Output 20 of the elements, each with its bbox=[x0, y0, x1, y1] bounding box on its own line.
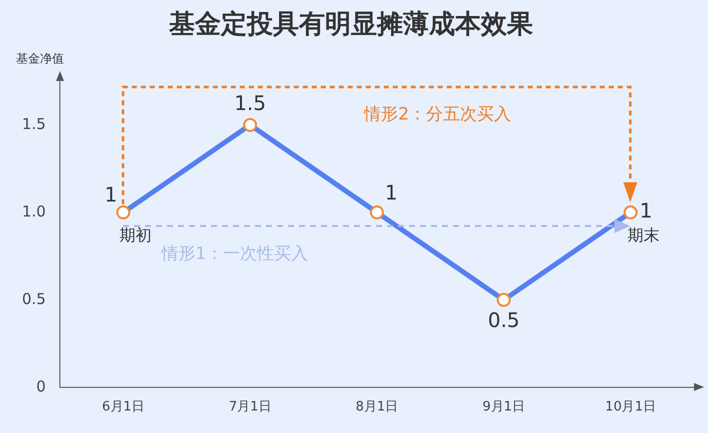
annotation: 期初 bbox=[119, 226, 152, 245]
data-label: 0.5 bbox=[488, 308, 520, 332]
y-tick-label: 1.0 bbox=[22, 202, 46, 220]
x-tick-label: 8月1日 bbox=[356, 400, 398, 415]
data-label: 1 bbox=[640, 198, 652, 223]
data-label: 1 bbox=[384, 180, 398, 205]
x-tick-label: 10月1日 bbox=[605, 400, 656, 415]
annotation: 情形1：一次性买入 bbox=[160, 244, 308, 264]
x-tick-label: 6月1日 bbox=[102, 400, 145, 415]
x-tick-label: 7月1日 bbox=[228, 400, 272, 415]
y-axis-title: 基金净值 bbox=[16, 51, 64, 66]
annotation: 期末 bbox=[628, 226, 660, 245]
chart-title: 基金定投具有明显摊薄成本效果 bbox=[168, 9, 533, 40]
x-tick-label: 9月1日 bbox=[482, 400, 526, 415]
data-label: 1.5 bbox=[234, 91, 266, 116]
y-tick-label: 1.5 bbox=[22, 114, 46, 133]
data-label: 1 bbox=[104, 182, 118, 207]
y-tick-label: 0 bbox=[36, 377, 46, 396]
y-tick-label: 0.5 bbox=[22, 290, 46, 308]
annotation: 情形2：分五次买入 bbox=[363, 104, 512, 125]
